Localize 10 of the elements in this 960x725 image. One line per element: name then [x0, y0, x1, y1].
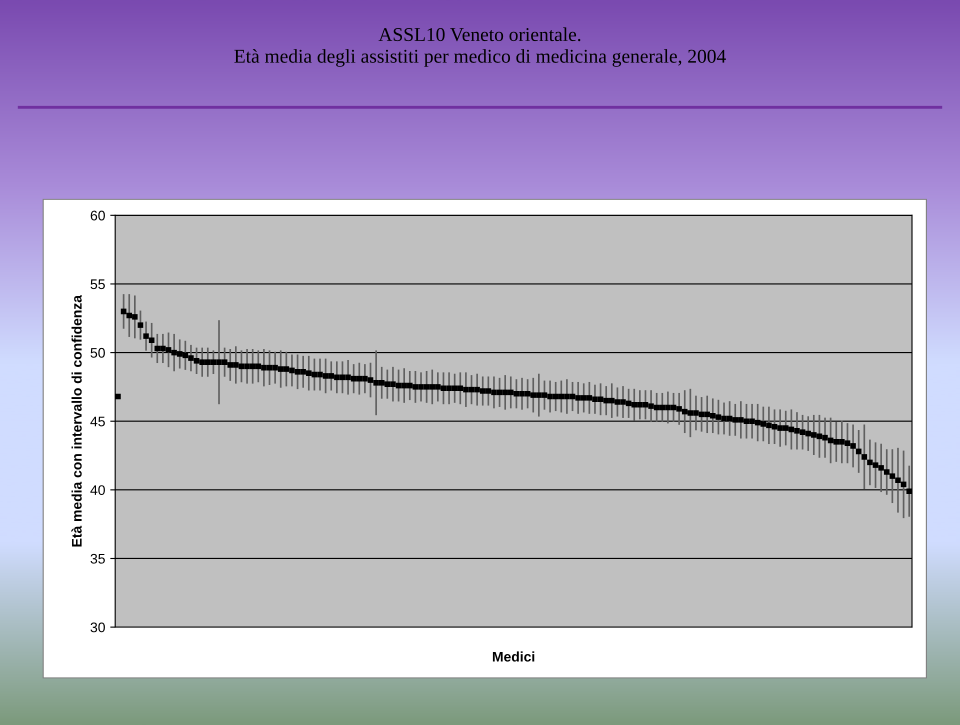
x-axis-title: Medici: [492, 651, 534, 662]
y-tick-label: 60: [90, 210, 105, 220]
y-tick-label: 40: [90, 485, 105, 496]
y-tick-label: 55: [90, 279, 105, 290]
y-tick-label: 50: [90, 348, 105, 358]
y-axis-title: Età media con intervallo di confidenza: [71, 294, 82, 546]
y-tick-label: 45: [90, 416, 105, 426]
chart-title: ASSL10 Veneto orientale. Età media degli assistiti per medico di medicina generale, 2004: [234, 27, 726, 67]
y-tick-label: 30: [90, 622, 105, 632]
y-tick-label: 35: [90, 554, 105, 564]
